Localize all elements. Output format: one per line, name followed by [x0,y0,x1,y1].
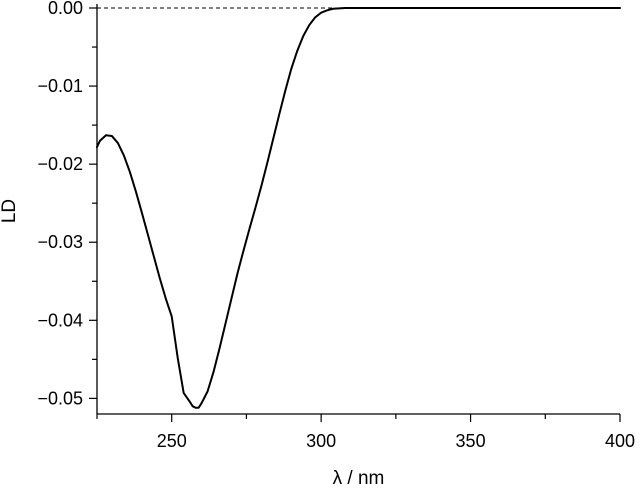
x-axis-ticks [96,414,621,422]
y-tick-label: −0.02 [37,154,83,174]
ld-series-line [96,7,621,409]
y-tick-label: 0.00 [48,0,83,18]
x-tick-label: 300 [306,431,336,451]
y-axis-tick-labels: 0.00 −0.01 −0.02 −0.03 −0.04 −0.05 [37,0,83,408]
series-layer [96,7,621,409]
x-axis-tick-labels: 250 300 350 400 [157,431,635,451]
x-axis-title: λ / nm [333,468,385,489]
y-tick-label: −0.01 [37,76,83,96]
x-tick-label: 350 [456,431,486,451]
y-tick-label: −0.04 [37,310,83,330]
plot-frame [96,4,620,415]
y-tick-label: −0.03 [37,232,83,252]
y-tick-label: −0.05 [37,388,83,408]
y-axis-ticks [89,7,97,399]
x-tick-label: 250 [157,431,187,451]
y-axis-title: LD [0,199,20,223]
x-tick-label: 400 [605,431,635,451]
